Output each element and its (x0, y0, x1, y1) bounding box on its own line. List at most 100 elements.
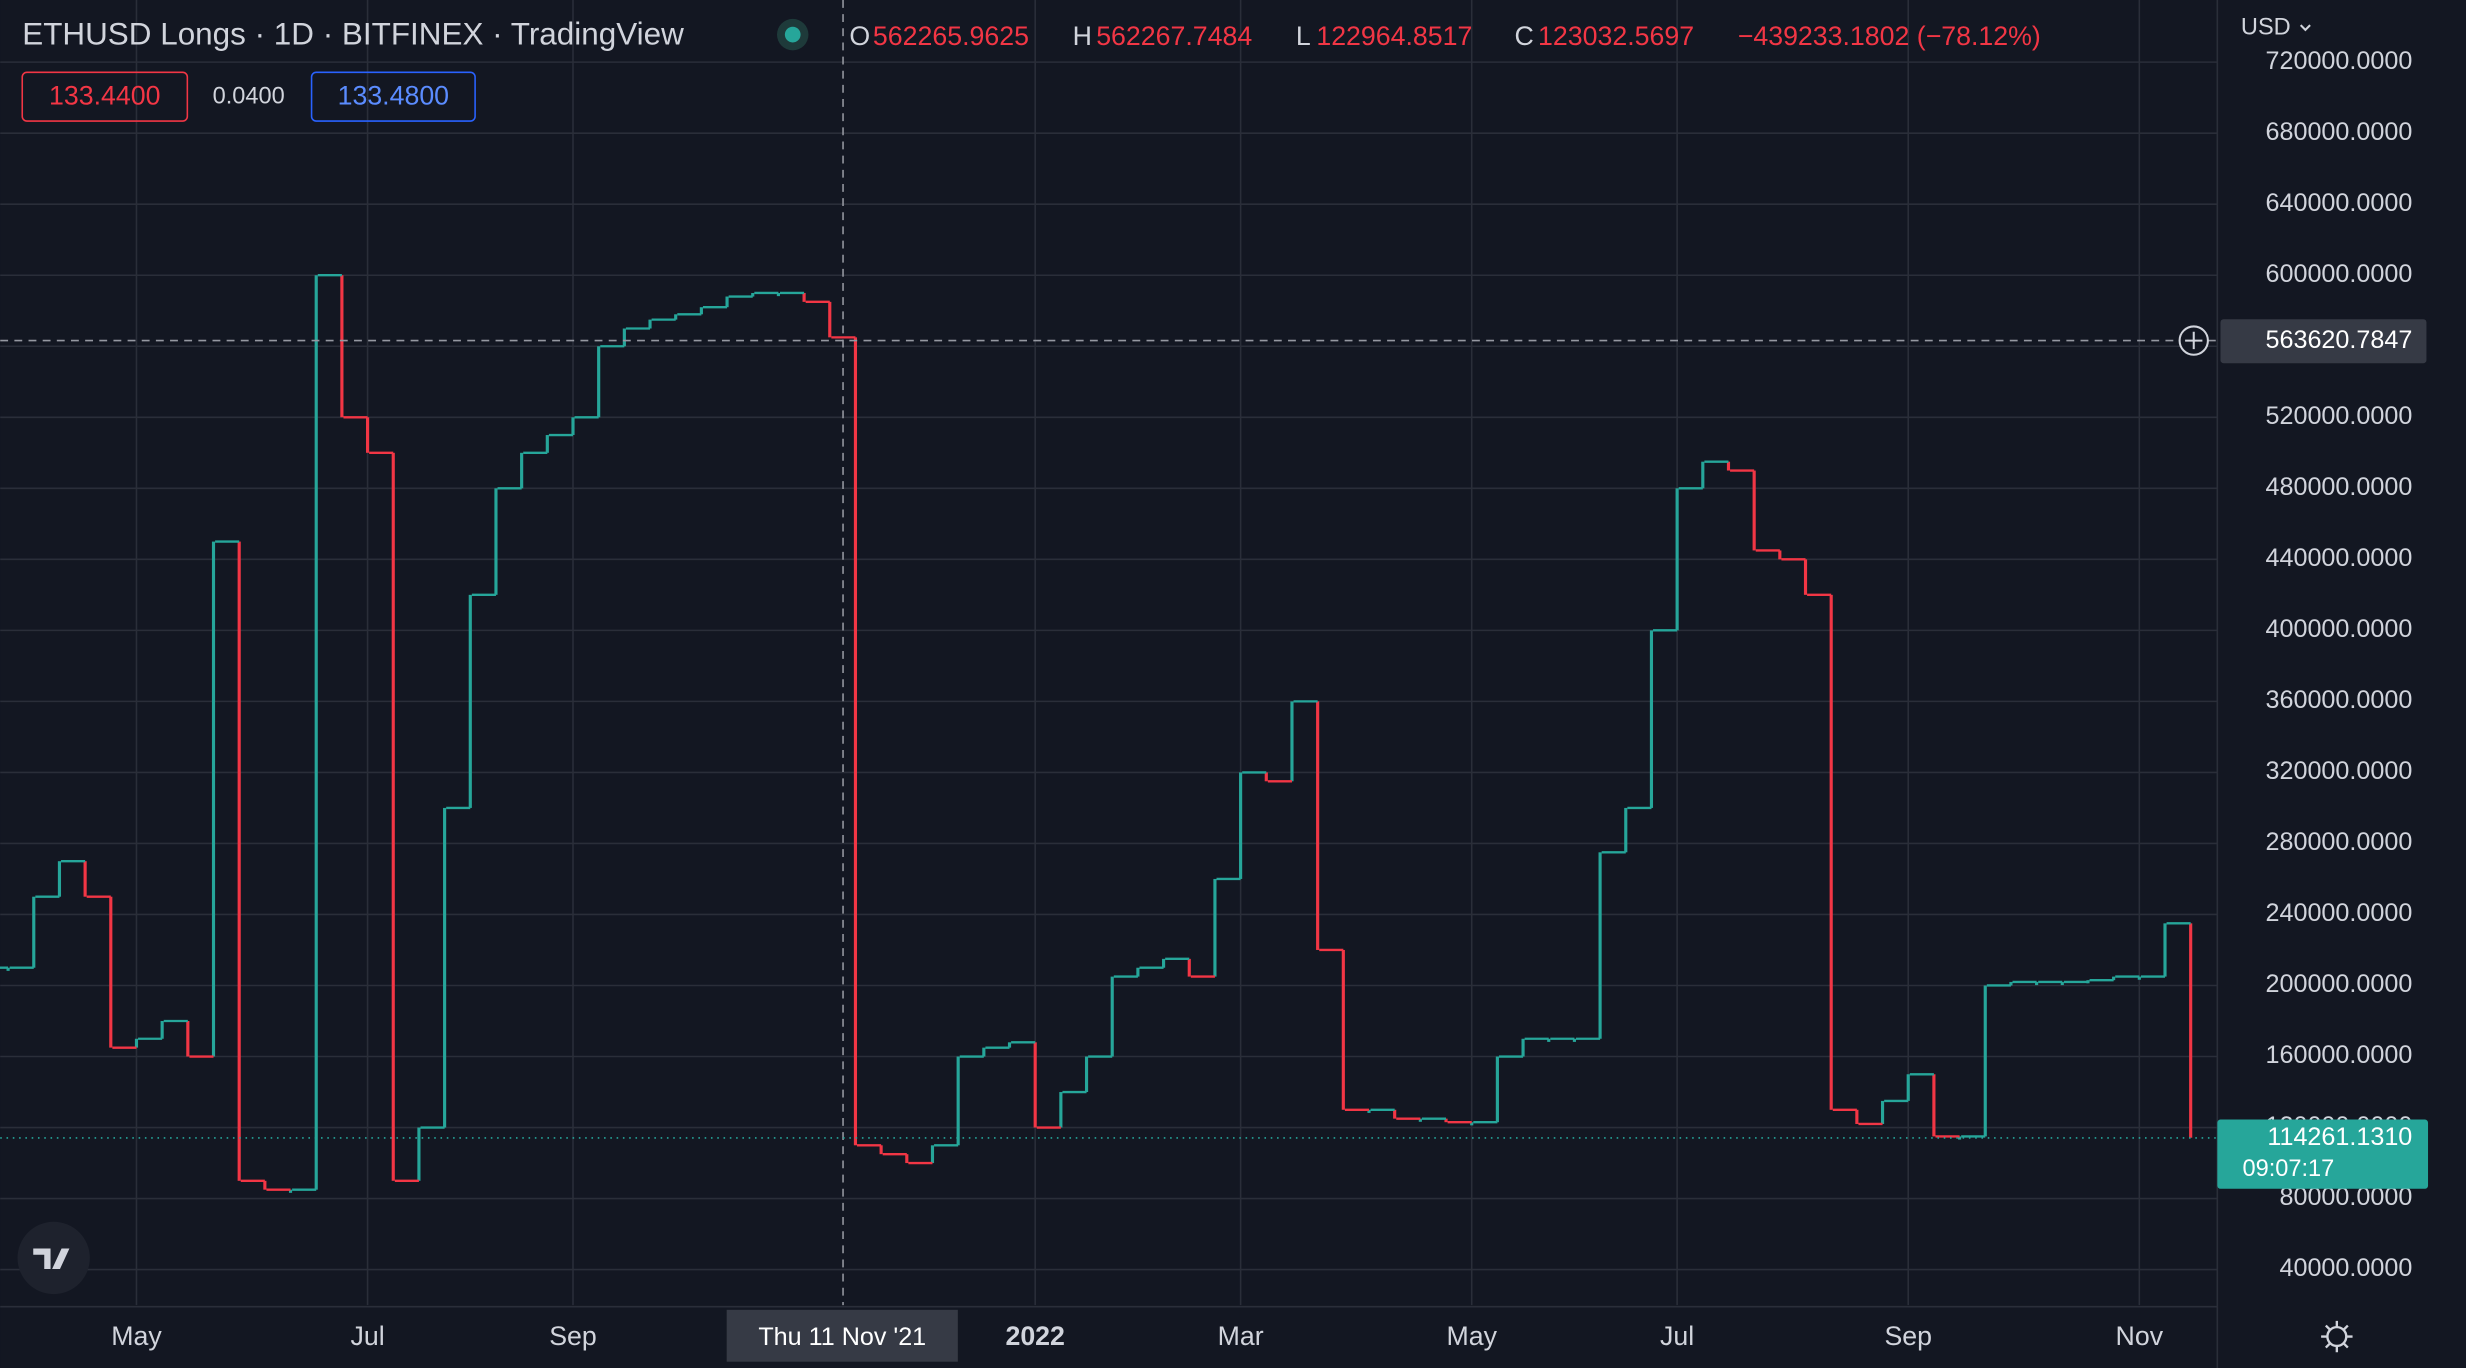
price-step (288, 1189, 293, 1193)
price-step (802, 292, 806, 302)
y-tick-label: 680000.0000 (2265, 118, 2412, 146)
price-step (956, 1056, 960, 1146)
ohlc-label: H (1073, 21, 1092, 51)
price-step (2112, 976, 2116, 981)
series (0, 274, 2193, 1193)
price-step (237, 541, 241, 1181)
price-step (982, 1047, 986, 1057)
price-step (1059, 1092, 1063, 1128)
currency[interactable]: USD (2241, 14, 2291, 40)
ask-box[interactable] (310, 71, 476, 122)
price-step (1418, 1118, 1422, 1122)
y-tick-label: 280000.0000 (2265, 828, 2412, 856)
price-step (1958, 1136, 1962, 1140)
price-step (699, 307, 703, 315)
price-step (1084, 1056, 1089, 1093)
price-step (57, 861, 62, 897)
y-tick-label: 40000.0000 (2279, 1254, 2412, 1282)
y-tick-label: 320000.0000 (2265, 757, 2412, 785)
ask-price: 133.4800 (338, 81, 449, 111)
price-step (1547, 1038, 1551, 1042)
y-tick-label: 520000.0000 (2265, 402, 2412, 430)
currency-chevron (2299, 24, 2311, 32)
grid (0, 0, 2218, 1306)
price-step (1598, 852, 1602, 1039)
ohlc-label: C (1514, 21, 1533, 51)
bid-box[interactable] (21, 71, 189, 122)
price-step (725, 296, 729, 308)
price-step (1367, 1109, 1371, 1113)
price-step (160, 1020, 164, 1039)
price-step (2009, 981, 2013, 986)
y-tick-label: 360000.0000 (2265, 686, 2412, 714)
price-step (468, 594, 472, 808)
x-tick-label: May (1446, 1321, 1497, 1351)
price-step (1701, 461, 1705, 489)
price-step (263, 1180, 267, 1190)
price-step (571, 417, 575, 436)
price-step (1983, 985, 1987, 1137)
price-step (1803, 559, 1808, 595)
price-step (751, 292, 755, 297)
x-tick-label: Sep (549, 1321, 597, 1351)
price-step (1829, 594, 1833, 1110)
price-step (1187, 958, 1191, 977)
crosshair-price: 563620.7847 (2265, 326, 2412, 354)
price-step (314, 275, 318, 1190)
price-step (1239, 772, 1243, 879)
price-step (83, 861, 87, 897)
last-price: 114261.1310 (2267, 1123, 2412, 1151)
y-tick-label: 400000.0000 (2265, 615, 2412, 643)
price-step (879, 1145, 883, 1155)
price-step (1290, 701, 1294, 782)
spread: 0.0400 (213, 83, 285, 109)
x-tick-label: Jul (1660, 1321, 1694, 1351)
price-step (1110, 976, 1114, 1057)
price-step (494, 488, 498, 595)
price-step (1470, 1122, 1474, 1126)
price-step (134, 1038, 139, 1048)
price-step (828, 301, 832, 338)
settings-rays (2321, 1320, 2353, 1353)
ohlc-change: −439233.1802 (−78.12%) (1738, 21, 2041, 51)
price-step (2137, 976, 2141, 980)
crosshair-date-box (726, 1309, 958, 1362)
y-tick-label: 200000.0000 (2265, 970, 2412, 998)
price-step (443, 807, 447, 1128)
y-tick-label: 480000.0000 (2265, 473, 2412, 501)
price-step (1906, 1074, 1910, 1101)
price-step (930, 1145, 935, 1164)
crosshair-date: Thu 11 Nov '21 (758, 1323, 926, 1351)
price-step (648, 319, 652, 329)
price-step (2189, 923, 2193, 1138)
price-step (1752, 470, 1756, 551)
time-axis: May Jul Sep 2022 Mar May Jul Sep Nov (111, 1321, 2163, 1351)
y-tick-label: 720000.0000 (2265, 47, 2412, 75)
price-step (211, 541, 216, 1057)
price-step (1649, 630, 1654, 808)
ohlc-value: 562267.7484 (1096, 21, 1252, 51)
price-step (622, 328, 626, 347)
x-tick-label: Jul (350, 1321, 384, 1351)
price-step (520, 452, 524, 489)
x-tick-label: 2022 (1005, 1321, 1064, 1351)
price-step (674, 314, 678, 320)
ohlc-label: O (849, 21, 870, 51)
price-step (1880, 1100, 1885, 1124)
price-step (1932, 1074, 1936, 1137)
price-step (6, 967, 10, 971)
price-step (1213, 878, 1217, 977)
bid-price: 133.4400 (49, 81, 160, 111)
price-step (366, 417, 370, 453)
price-step (2035, 981, 2039, 986)
price-step (1007, 1042, 1012, 1048)
logo[interactable] (17, 1221, 90, 1295)
price-step (417, 1127, 421, 1181)
price-step (1136, 967, 1140, 977)
price-step (853, 337, 858, 1146)
x-tick-label: May (111, 1321, 162, 1351)
logo-mark (33, 1248, 70, 1269)
y-tick-label: 160000.0000 (2265, 1041, 2412, 1069)
